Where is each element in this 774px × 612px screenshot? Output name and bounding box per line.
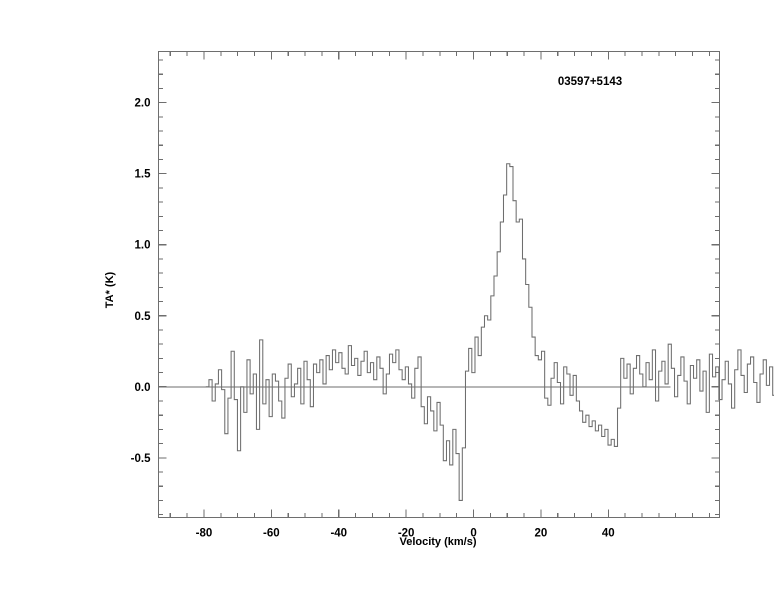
x-axis-tick-labels: -80 -60 -40 -20 0 20 40 [196, 528, 615, 540]
y-tick-label: 2.0 [135, 98, 151, 110]
spectrum-line [205, 163, 774, 501]
spectrum-trace [205, 163, 774, 501]
y-tick-label: 0.5 [135, 311, 152, 323]
x-tick-label: -80 [196, 528, 213, 540]
y-axis-label: TA* (K) [104, 271, 116, 308]
x-axis-label: Velocity (km/s) [399, 536, 476, 548]
source-name-annotation: 03597+5143 [558, 76, 622, 88]
y-tick-label: -0.5 [131, 453, 151, 465]
x-tick-label: 40 [602, 528, 615, 540]
y-axis-tick-labels: -0.5 0.0 0.5 1.0 1.5 2.0 [131, 98, 151, 465]
x-axis-minor-ticks [169, 51, 710, 518]
y-tick-label: 0.0 [135, 382, 151, 394]
x-tick-label: -40 [330, 528, 347, 540]
x-tick-label: -20 [398, 528, 415, 540]
y-axis-minor-ticks [158, 59, 720, 516]
x-axis-major-ticks [203, 51, 609, 518]
x-tick-label: -60 [263, 528, 280, 540]
plot-frame [157, 50, 721, 519]
x-tick-label: 20 [535, 528, 548, 540]
x-tick-label: 0 [470, 528, 476, 540]
y-tick-label: 1.0 [135, 240, 151, 252]
y-tick-label: 1.5 [135, 169, 152, 181]
